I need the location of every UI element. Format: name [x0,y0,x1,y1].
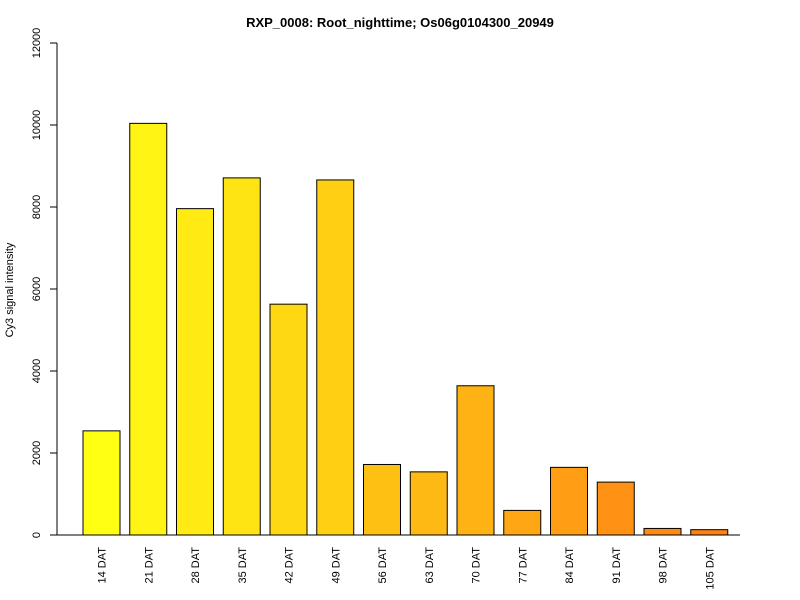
bars-layer [82,122,729,536]
bar-91-dat [596,481,635,536]
bar-35-dat [222,177,261,536]
x-tick-label: 63 DAT [424,547,436,584]
x-tick-label: 28 DAT [190,547,202,584]
x-tick-label: 84 DAT [564,547,576,584]
x-tick-label: 98 DAT [658,547,670,584]
x-tick-label: 35 DAT [237,547,249,584]
y-axis-label: Cy3 signal intensity [4,242,16,337]
x-tick-label: 49 DAT [330,547,342,584]
bar-77-dat [503,509,542,536]
x-axis: 14 DAT 21 DAT 28 DAT 35 DAT 42 DAT 49 DAT 56 D… [57,534,740,590]
x-tick-label: 14 DAT [97,547,109,584]
y-tick-label: 4000 [31,359,43,383]
bar-42-dat [269,303,308,536]
bar-14-dat [82,430,121,536]
y-tick-label: 8000 [31,195,43,219]
bar-70-dat [456,385,495,536]
chart-title: RXP_0008: Root_nighttime; Os06g0104300_2… [246,15,554,30]
x-tick-label: 70 DAT [471,547,483,584]
y-tick-label: 6000 [31,277,43,301]
bar-63-dat [409,471,448,536]
bar-56-dat [363,463,401,536]
bar-84-dat [550,466,588,536]
bar-21-dat [129,122,168,536]
x-tick-label: 56 DAT [377,547,389,584]
x-tick-label: 42 DAT [284,547,296,584]
y-tick-label: 2000 [31,441,43,465]
x-tick-label: 77 DAT [517,547,529,584]
bar-98-dat [643,527,682,536]
x-tick-label: 21 DAT [143,547,155,584]
y-tick-label: 12000 [31,28,43,59]
bar-49-dat [316,179,355,536]
bar-105-dat [690,529,729,536]
y-tick-label: 10000 [31,110,43,141]
y-tick-label: 0 [31,532,43,538]
x-tick-label: 105 DAT [704,547,716,590]
y-axis: 0 2000 4000 6000 8000 10000 12000 [31,28,58,538]
x-tick-label: 91 DAT [611,547,623,584]
bar-28-dat [176,208,214,536]
